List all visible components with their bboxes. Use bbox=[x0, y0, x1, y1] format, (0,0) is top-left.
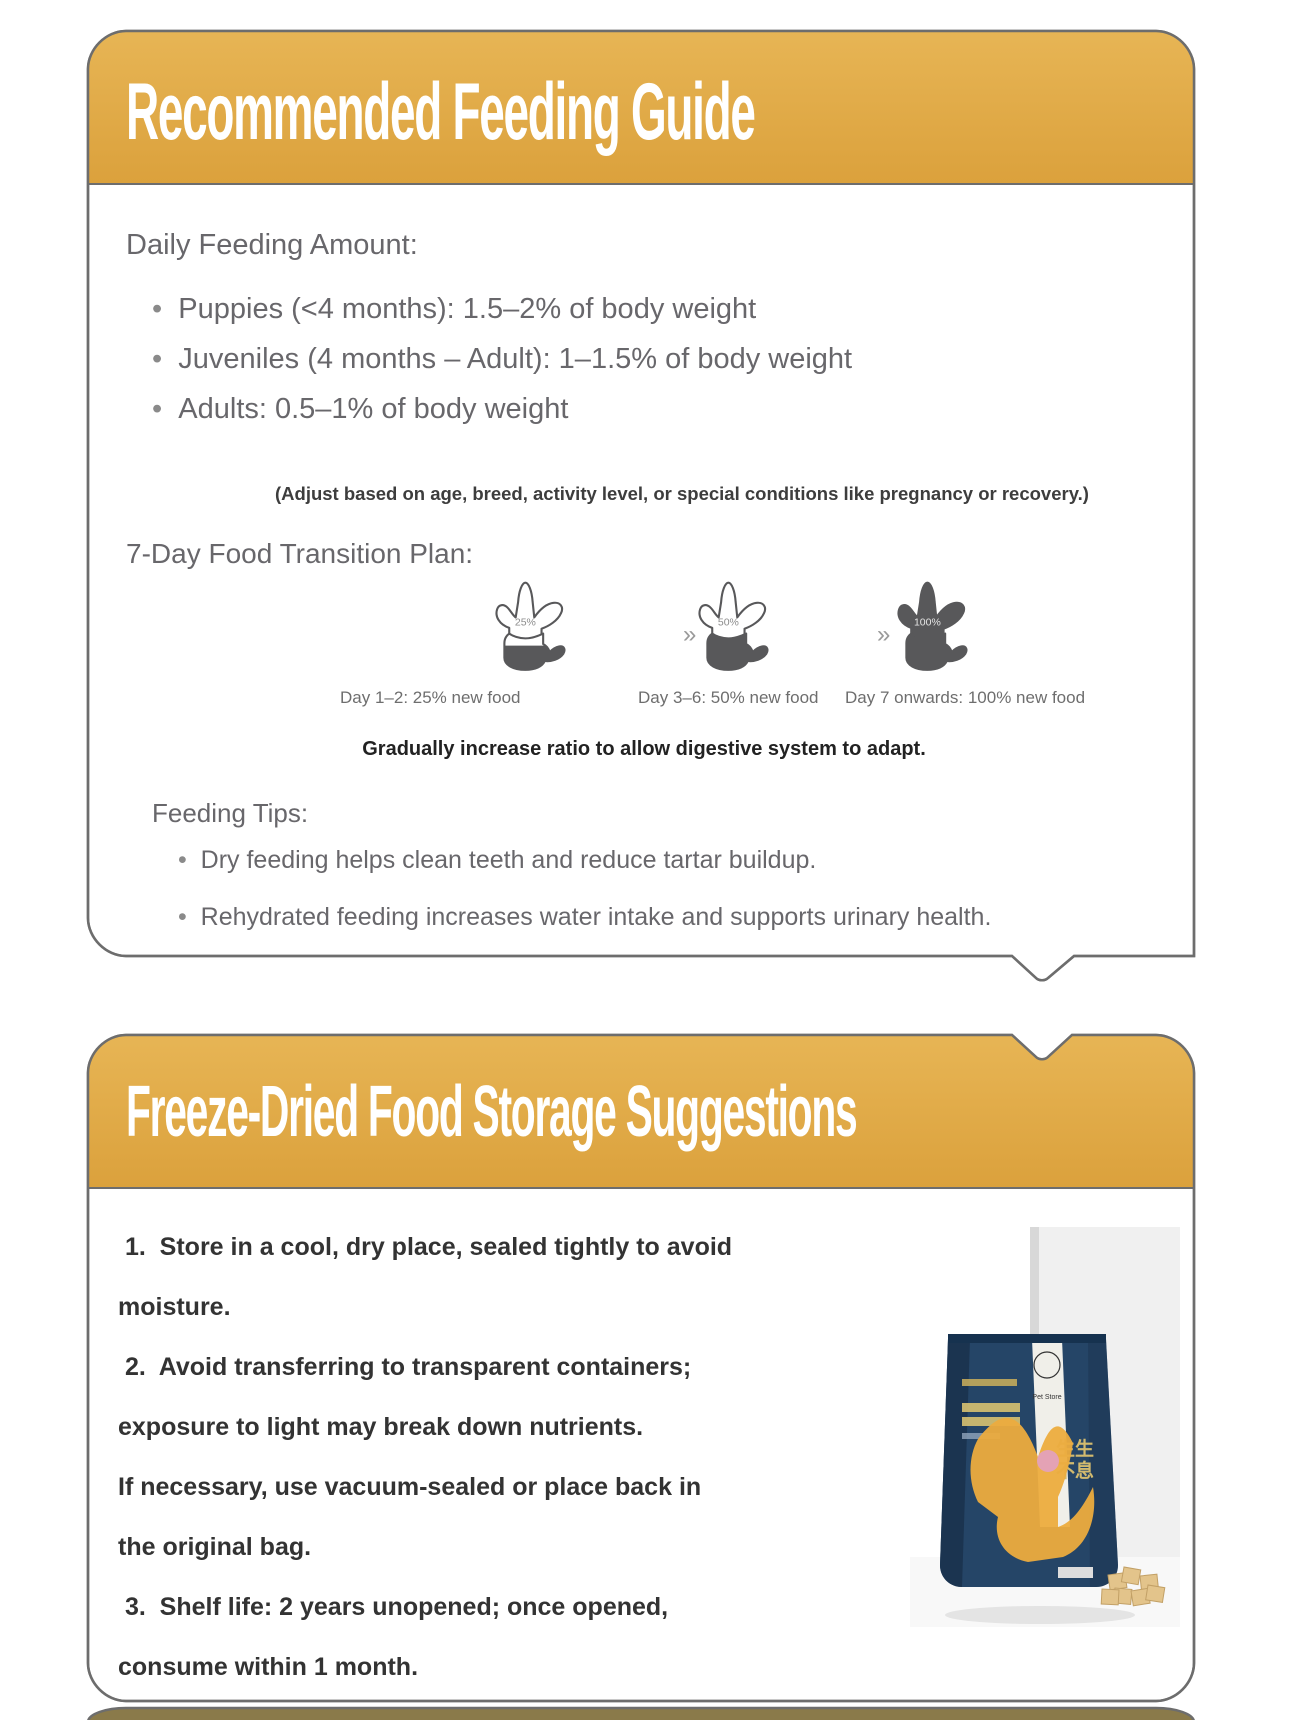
svg-text:100%: 100% bbox=[914, 616, 941, 628]
svg-text:25%: 25% bbox=[515, 616, 536, 628]
svg-text:50%: 50% bbox=[718, 616, 739, 628]
svg-text:Pet Store: Pet Store bbox=[1032, 1394, 1061, 1401]
